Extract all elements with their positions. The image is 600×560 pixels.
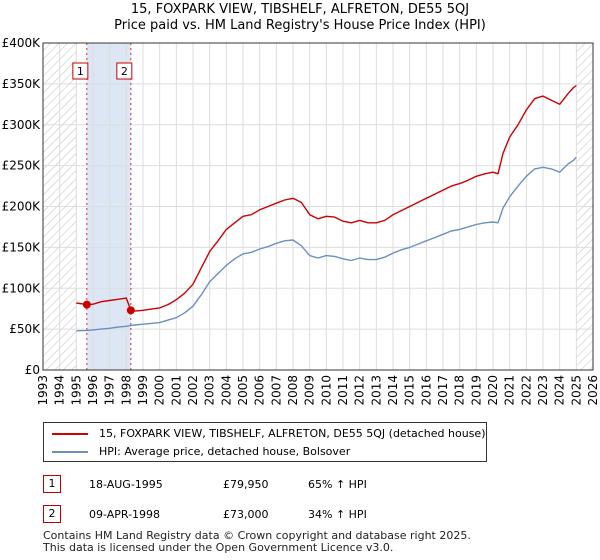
x-tick-label: 2020: [486, 375, 500, 406]
x-tick-label: 2002: [186, 375, 200, 406]
legend: 15, FOXPARK VIEW, TIBSHELF, ALFRETON, DE…: [43, 422, 487, 462]
legend-label-hpi: HPI: Average price, detached house, Bols…: [99, 445, 351, 458]
x-tick-label: 2013: [369, 375, 383, 406]
x-tick-label: 2017: [436, 375, 450, 406]
y-tick-label: £350K: [2, 77, 42, 91]
x-tick-label: 2026: [586, 375, 600, 406]
transaction-badge: 1: [43, 475, 61, 493]
sale-marker-box: [116, 62, 133, 80]
sale-marker-box: [72, 62, 89, 80]
transaction-date: 09-APR-1998: [89, 508, 161, 521]
y-tick-label: £250K: [2, 159, 42, 173]
plot-frame: [42, 42, 594, 371]
x-tick-label: 1993: [36, 375, 50, 406]
legend-label-price: 15, FOXPARK VIEW, TIBSHELF, ALFRETON, DE…: [99, 427, 486, 440]
x-tick-label: 2022: [519, 375, 533, 406]
x-tick-label: 2024: [553, 375, 567, 406]
x-tick-label: 2014: [386, 375, 400, 406]
transaction-hpi-change: 65% ↑ HPI: [308, 478, 367, 491]
x-tick-label: 1995: [69, 375, 83, 406]
legend-swatch-hpi: [52, 451, 88, 453]
x-tick-label: 2010: [319, 375, 333, 406]
x-tick-label: 2018: [453, 375, 467, 406]
transaction-badge: 2: [43, 505, 61, 523]
x-tick-label: 2006: [253, 375, 267, 406]
legend-swatch-price: [52, 433, 88, 435]
sale-marker-label: 2: [121, 65, 128, 78]
x-tick-label: 2003: [203, 375, 217, 406]
x-tick-label: 2023: [536, 375, 550, 406]
footer-line-2: This data is licensed under the Open Gov…: [43, 541, 394, 554]
y-tick-label: £0: [25, 363, 40, 377]
x-tick-label: 2025: [569, 375, 583, 406]
x-tick-label: 2001: [169, 375, 183, 406]
footer-attribution: Contains HM Land Registry data © Crown c…: [43, 530, 471, 554]
x-tick-label: 2011: [336, 375, 350, 406]
transaction-date: 18-AUG-1995: [89, 478, 163, 491]
y-tick-label: £150K: [2, 240, 42, 254]
x-tick-label: 2004: [219, 375, 233, 406]
y-tick-label: £50K: [9, 322, 41, 336]
transaction-price: £73,000: [223, 508, 269, 521]
x-tick-label: 2016: [419, 375, 433, 406]
x-tick-label: 2005: [236, 375, 250, 406]
transaction-hpi-change: 34% ↑ HPI: [308, 508, 367, 521]
x-tick-label: 2012: [353, 375, 367, 406]
x-tick-label: 1994: [53, 375, 67, 406]
x-tick-label: 2015: [403, 375, 417, 406]
sale-point-marker: [126, 306, 135, 315]
chart-title: 15, FOXPARK VIEW, TIBSHELF, ALFRETON, DE…: [130, 2, 470, 17]
y-tick-label: £100K: [2, 281, 42, 295]
series-line-hpi: [76, 156, 577, 332]
y-tick-label: £400K: [2, 36, 42, 50]
series-line-price: [76, 84, 577, 312]
x-tick-label: 1998: [119, 375, 133, 406]
chart-subtitle: Price paid vs. HM Land Registry's House …: [114, 18, 486, 33]
sale-point-marker: [82, 300, 91, 309]
x-tick-label: 1999: [136, 375, 150, 406]
x-tick-label: 2000: [153, 375, 167, 406]
x-tick-label: 2007: [269, 375, 283, 406]
x-tick-label: 1997: [103, 375, 117, 406]
x-tick-label: 2009: [303, 375, 317, 406]
x-tick-label: 2008: [286, 375, 300, 406]
price-chart: 1 2 £0 £50K £100K £150K £200K £250K £300K £350K £…: [2, 36, 600, 406]
transaction-price: £79,950: [223, 478, 269, 491]
x-tick-label: 2019: [469, 375, 483, 406]
x-tick-label: 2021: [503, 375, 517, 406]
footer-line-1: Contains HM Land Registry data © Crown c…: [43, 529, 471, 542]
sale-marker-label: 1: [77, 65, 84, 78]
y-tick-label: £200K: [2, 200, 42, 214]
y-tick-label: £300K: [2, 118, 42, 132]
x-tick-label: 1996: [86, 375, 100, 406]
